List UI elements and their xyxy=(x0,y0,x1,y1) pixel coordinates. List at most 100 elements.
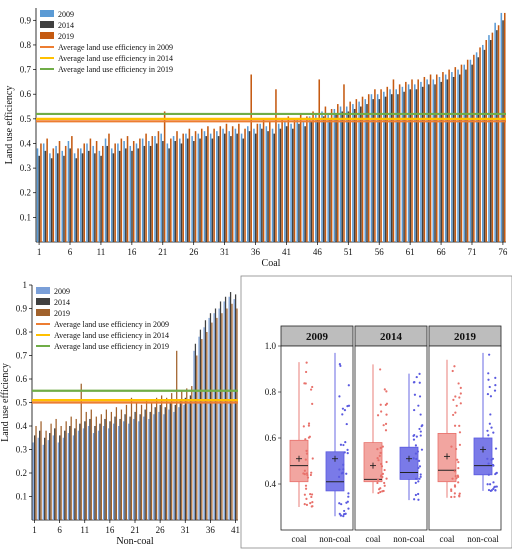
bar xyxy=(44,150,47,242)
iqr-box xyxy=(325,451,345,492)
bar xyxy=(327,113,329,242)
bar xyxy=(57,442,59,520)
x-tick-label: 76 xyxy=(498,247,508,257)
bar xyxy=(169,402,171,520)
figure-frame xyxy=(240,275,512,549)
panel-frame xyxy=(354,345,428,531)
bar xyxy=(218,308,220,520)
bar xyxy=(70,416,72,520)
bar xyxy=(205,136,207,242)
data-point xyxy=(418,427,421,431)
bar xyxy=(240,133,243,242)
data-point xyxy=(486,457,489,460)
bar xyxy=(128,423,130,520)
data-point xyxy=(382,424,385,427)
data-point xyxy=(452,413,455,417)
bar xyxy=(72,435,75,520)
data-point xyxy=(418,381,421,384)
data-point xyxy=(453,495,456,498)
bar xyxy=(80,148,82,242)
data-point xyxy=(418,372,421,375)
data-point xyxy=(494,376,497,379)
bar xyxy=(60,426,62,520)
data-point xyxy=(342,463,345,466)
bar xyxy=(397,94,399,242)
panel-title: 2014 xyxy=(380,331,403,343)
bar xyxy=(238,123,240,242)
bar xyxy=(186,388,188,520)
data-point xyxy=(414,481,417,484)
bar xyxy=(87,426,90,520)
bar xyxy=(80,383,82,520)
data-point xyxy=(459,402,462,405)
data-point xyxy=(303,493,306,496)
bar xyxy=(384,96,387,243)
bar xyxy=(494,22,496,243)
data-point xyxy=(419,413,422,416)
legend-label: Average land use efficiency in 2019 xyxy=(54,342,169,351)
data-point xyxy=(308,435,311,438)
bar xyxy=(268,121,271,242)
data-point xyxy=(342,515,345,518)
legend-label: 2014 xyxy=(58,21,74,30)
data-point xyxy=(342,468,345,471)
legend-label: 2009 xyxy=(54,287,70,296)
data-point xyxy=(376,457,379,460)
data-point xyxy=(311,505,314,508)
bar xyxy=(221,313,223,520)
bar xyxy=(95,141,98,242)
bar xyxy=(54,428,56,520)
bar xyxy=(132,141,135,242)
data-point xyxy=(415,457,418,461)
x-tick-label: 16 xyxy=(127,247,137,257)
bar xyxy=(244,128,246,242)
data-point xyxy=(346,500,349,503)
bar xyxy=(74,428,76,520)
bar xyxy=(73,153,76,242)
bar xyxy=(174,404,176,520)
y-tick-label: 0.5 xyxy=(20,114,32,124)
bar xyxy=(233,299,235,520)
data-point xyxy=(453,365,456,368)
bar xyxy=(337,104,339,242)
bar xyxy=(99,423,101,520)
bar xyxy=(102,426,105,520)
data-point xyxy=(346,448,349,451)
bar xyxy=(395,89,397,242)
bar xyxy=(392,79,395,242)
y-tick-label: 0.5 xyxy=(16,398,28,408)
bar xyxy=(471,64,473,242)
bar xyxy=(497,25,500,242)
data-point xyxy=(385,413,388,416)
bar xyxy=(59,435,61,520)
data-point xyxy=(343,509,346,513)
data-point xyxy=(307,424,311,427)
y-tick-label: 0.3 xyxy=(20,163,32,173)
data-point xyxy=(303,469,306,472)
bar xyxy=(345,106,348,243)
data-point xyxy=(493,486,496,489)
data-point xyxy=(417,498,420,501)
y-tick-label: 0.8 xyxy=(20,40,32,50)
data-point xyxy=(384,422,388,425)
data-point xyxy=(385,390,388,393)
bar xyxy=(189,395,192,520)
bar xyxy=(261,128,263,242)
bar xyxy=(95,416,97,520)
bar xyxy=(466,59,469,242)
y-tick-label: 0.4 xyxy=(16,421,28,431)
legend-swatch xyxy=(40,10,54,17)
x-tick-label: coal xyxy=(366,534,381,544)
data-point xyxy=(376,478,380,481)
data-point xyxy=(454,411,457,414)
bar xyxy=(64,430,66,520)
bar xyxy=(446,79,449,242)
data-point xyxy=(452,398,455,401)
bar xyxy=(83,143,86,242)
bar xyxy=(420,81,422,242)
bar xyxy=(322,116,325,242)
bar xyxy=(173,411,175,520)
data-point xyxy=(310,388,313,391)
data-point xyxy=(450,495,453,499)
data-point xyxy=(419,473,422,476)
